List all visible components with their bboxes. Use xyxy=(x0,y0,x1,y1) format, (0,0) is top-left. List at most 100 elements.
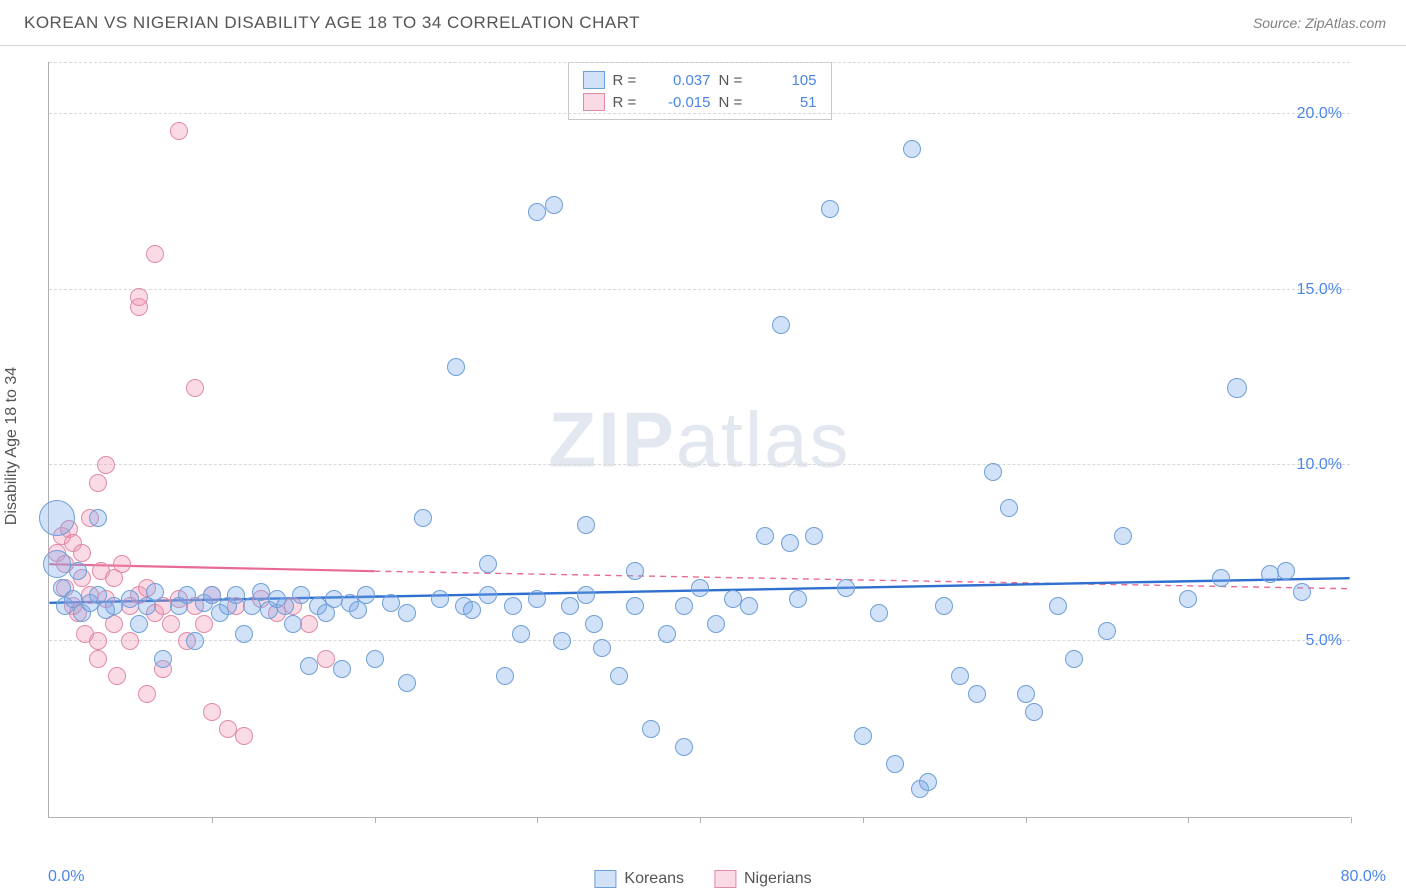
legend-item-nigerians: Nigerians xyxy=(714,870,812,888)
data-point-korean xyxy=(951,667,969,685)
data-point-nigerian xyxy=(170,122,188,140)
x-tick xyxy=(863,817,864,823)
legend-swatch-nigerians-icon xyxy=(714,870,736,888)
data-point-korean xyxy=(382,594,400,612)
data-point-nigerian xyxy=(300,615,318,633)
x-tick xyxy=(537,817,538,823)
data-point-korean xyxy=(325,590,343,608)
legend-row-koreans: R = 0.037 N = 105 xyxy=(583,69,817,91)
data-point-korean xyxy=(512,625,530,643)
x-tick xyxy=(1188,817,1189,823)
data-point-korean xyxy=(968,685,986,703)
data-point-korean xyxy=(756,527,774,545)
x-tick xyxy=(375,817,376,823)
data-point-korean xyxy=(105,597,123,615)
data-point-korean xyxy=(1261,565,1279,583)
data-point-korean xyxy=(414,509,432,527)
data-point-korean xyxy=(577,516,595,534)
data-point-korean xyxy=(805,527,823,545)
data-point-korean xyxy=(1179,590,1197,608)
data-point-korean xyxy=(854,727,872,745)
data-point-korean xyxy=(626,597,644,615)
data-point-korean xyxy=(781,534,799,552)
data-point-nigerian xyxy=(97,456,115,474)
data-point-korean xyxy=(1000,499,1018,517)
data-point-korean xyxy=(789,590,807,608)
data-point-korean xyxy=(545,196,563,214)
data-point-korean xyxy=(276,597,294,615)
data-point-korean xyxy=(585,615,603,633)
x-max-label: 80.0% xyxy=(1341,868,1386,886)
data-point-korean xyxy=(398,604,416,622)
data-point-korean xyxy=(821,200,839,218)
data-point-korean xyxy=(675,738,693,756)
data-point-nigerian xyxy=(89,632,107,650)
data-point-korean xyxy=(610,667,628,685)
data-point-korean xyxy=(504,597,522,615)
data-point-korean xyxy=(227,586,245,604)
data-point-korean xyxy=(1049,597,1067,615)
data-point-korean xyxy=(772,316,790,334)
data-point-korean xyxy=(357,586,375,604)
data-point-korean xyxy=(1025,703,1043,721)
data-point-korean xyxy=(479,586,497,604)
data-point-korean xyxy=(642,720,660,738)
data-point-nigerian xyxy=(113,555,131,573)
data-point-korean xyxy=(43,550,71,578)
data-point-korean xyxy=(69,562,87,580)
chart-header: KOREAN VS NIGERIAN DISABILITY AGE 18 TO … xyxy=(0,0,1406,46)
series-legend: Koreans Nigerians xyxy=(594,870,811,888)
data-point-korean xyxy=(675,597,693,615)
data-point-korean xyxy=(528,590,546,608)
trend-lines xyxy=(49,62,1350,817)
watermark: ZIPatlas xyxy=(548,394,850,485)
y-tick-label: 5.0% xyxy=(1306,632,1342,650)
data-point-korean xyxy=(431,590,449,608)
data-point-korean xyxy=(292,586,310,604)
data-point-korean xyxy=(203,586,221,604)
data-point-korean xyxy=(658,625,676,643)
data-point-nigerian xyxy=(195,615,213,633)
data-point-korean xyxy=(1212,569,1230,587)
data-point-nigerian xyxy=(203,703,221,721)
data-point-nigerian xyxy=(138,685,156,703)
data-point-korean xyxy=(553,632,571,650)
data-point-korean xyxy=(39,500,75,536)
data-point-korean xyxy=(284,615,302,633)
data-point-korean xyxy=(1227,378,1247,398)
data-point-korean xyxy=(707,615,725,633)
y-tick-label: 15.0% xyxy=(1297,281,1342,299)
data-point-nigerian xyxy=(186,379,204,397)
data-point-nigerian xyxy=(89,650,107,668)
data-point-korean xyxy=(130,615,148,633)
data-point-korean xyxy=(984,463,1002,481)
data-point-korean xyxy=(1098,622,1116,640)
data-point-nigerian xyxy=(73,544,91,562)
data-point-nigerian xyxy=(235,727,253,745)
data-point-korean xyxy=(903,140,921,158)
data-point-korean xyxy=(886,755,904,773)
data-point-korean xyxy=(577,586,595,604)
data-point-korean xyxy=(919,773,937,791)
data-point-korean xyxy=(1293,583,1311,601)
data-point-korean xyxy=(837,579,855,597)
data-point-nigerian xyxy=(108,667,126,685)
data-point-korean xyxy=(447,358,465,376)
data-point-korean xyxy=(300,657,318,675)
chart-source: Source: ZipAtlas.com xyxy=(1253,15,1386,31)
legend-item-koreans: Koreans xyxy=(594,870,684,888)
legend-swatch-koreans-icon xyxy=(594,870,616,888)
gridline xyxy=(49,289,1350,290)
data-point-nigerian xyxy=(89,474,107,492)
y-tick-label: 20.0% xyxy=(1297,105,1342,123)
x-tick xyxy=(212,817,213,823)
data-point-korean xyxy=(1277,562,1295,580)
data-point-korean xyxy=(479,555,497,573)
data-point-korean xyxy=(626,562,644,580)
data-point-korean xyxy=(1114,527,1132,545)
data-point-korean xyxy=(496,667,514,685)
y-axis-label: Disability Age 18 to 34 xyxy=(3,288,21,446)
data-point-korean xyxy=(561,597,579,615)
data-point-korean xyxy=(398,674,416,692)
x-tick xyxy=(1026,817,1027,823)
